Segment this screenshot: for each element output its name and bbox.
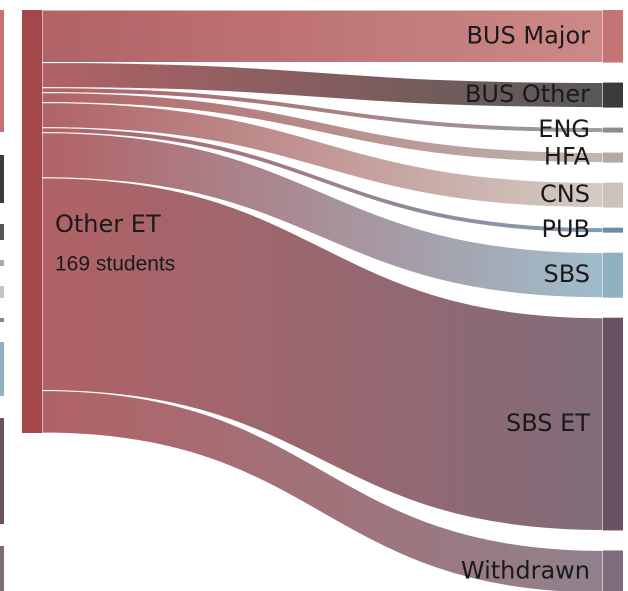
clipped-node [0, 224, 4, 240]
clipped-node [0, 318, 4, 322]
clipped-node [0, 342, 4, 396]
flows [41, 9, 604, 591]
source-node [22, 10, 42, 433]
clipped-node [0, 286, 4, 298]
clipped-node [0, 546, 4, 591]
nodes [22, 10, 623, 591]
target-node [603, 227, 623, 233]
target-node [603, 82, 623, 108]
left-edge-nodes [0, 10, 4, 591]
clipped-node [0, 10, 4, 132]
target-node [603, 10, 623, 63]
target-node [603, 252, 623, 298]
target-label: ENG [538, 115, 590, 143]
target-label: Withdrawn [461, 557, 590, 585]
target-node [603, 317, 623, 531]
source-label: Other ET [55, 210, 161, 238]
clipped-node [0, 418, 4, 524]
target-label: SBS [543, 260, 590, 288]
target-label: BUS Other [465, 80, 590, 108]
flow [41, 127, 604, 234]
target-label: SBS ET [506, 409, 590, 437]
target-node [603, 550, 623, 591]
target-label: PUB [541, 215, 590, 243]
target-node [603, 182, 623, 208]
target-label: BUS Major [466, 21, 590, 49]
clipped-node [0, 260, 4, 266]
flow [41, 177, 604, 531]
source-count: 169 students [55, 253, 175, 276]
clipped-node [0, 155, 4, 203]
target-label: CNS [540, 180, 590, 208]
flow [41, 87, 604, 134]
target-node [603, 152, 623, 163]
target-label: HFA [544, 143, 591, 171]
flow [41, 62, 604, 109]
flow [41, 389, 604, 591]
target-node [603, 127, 623, 133]
